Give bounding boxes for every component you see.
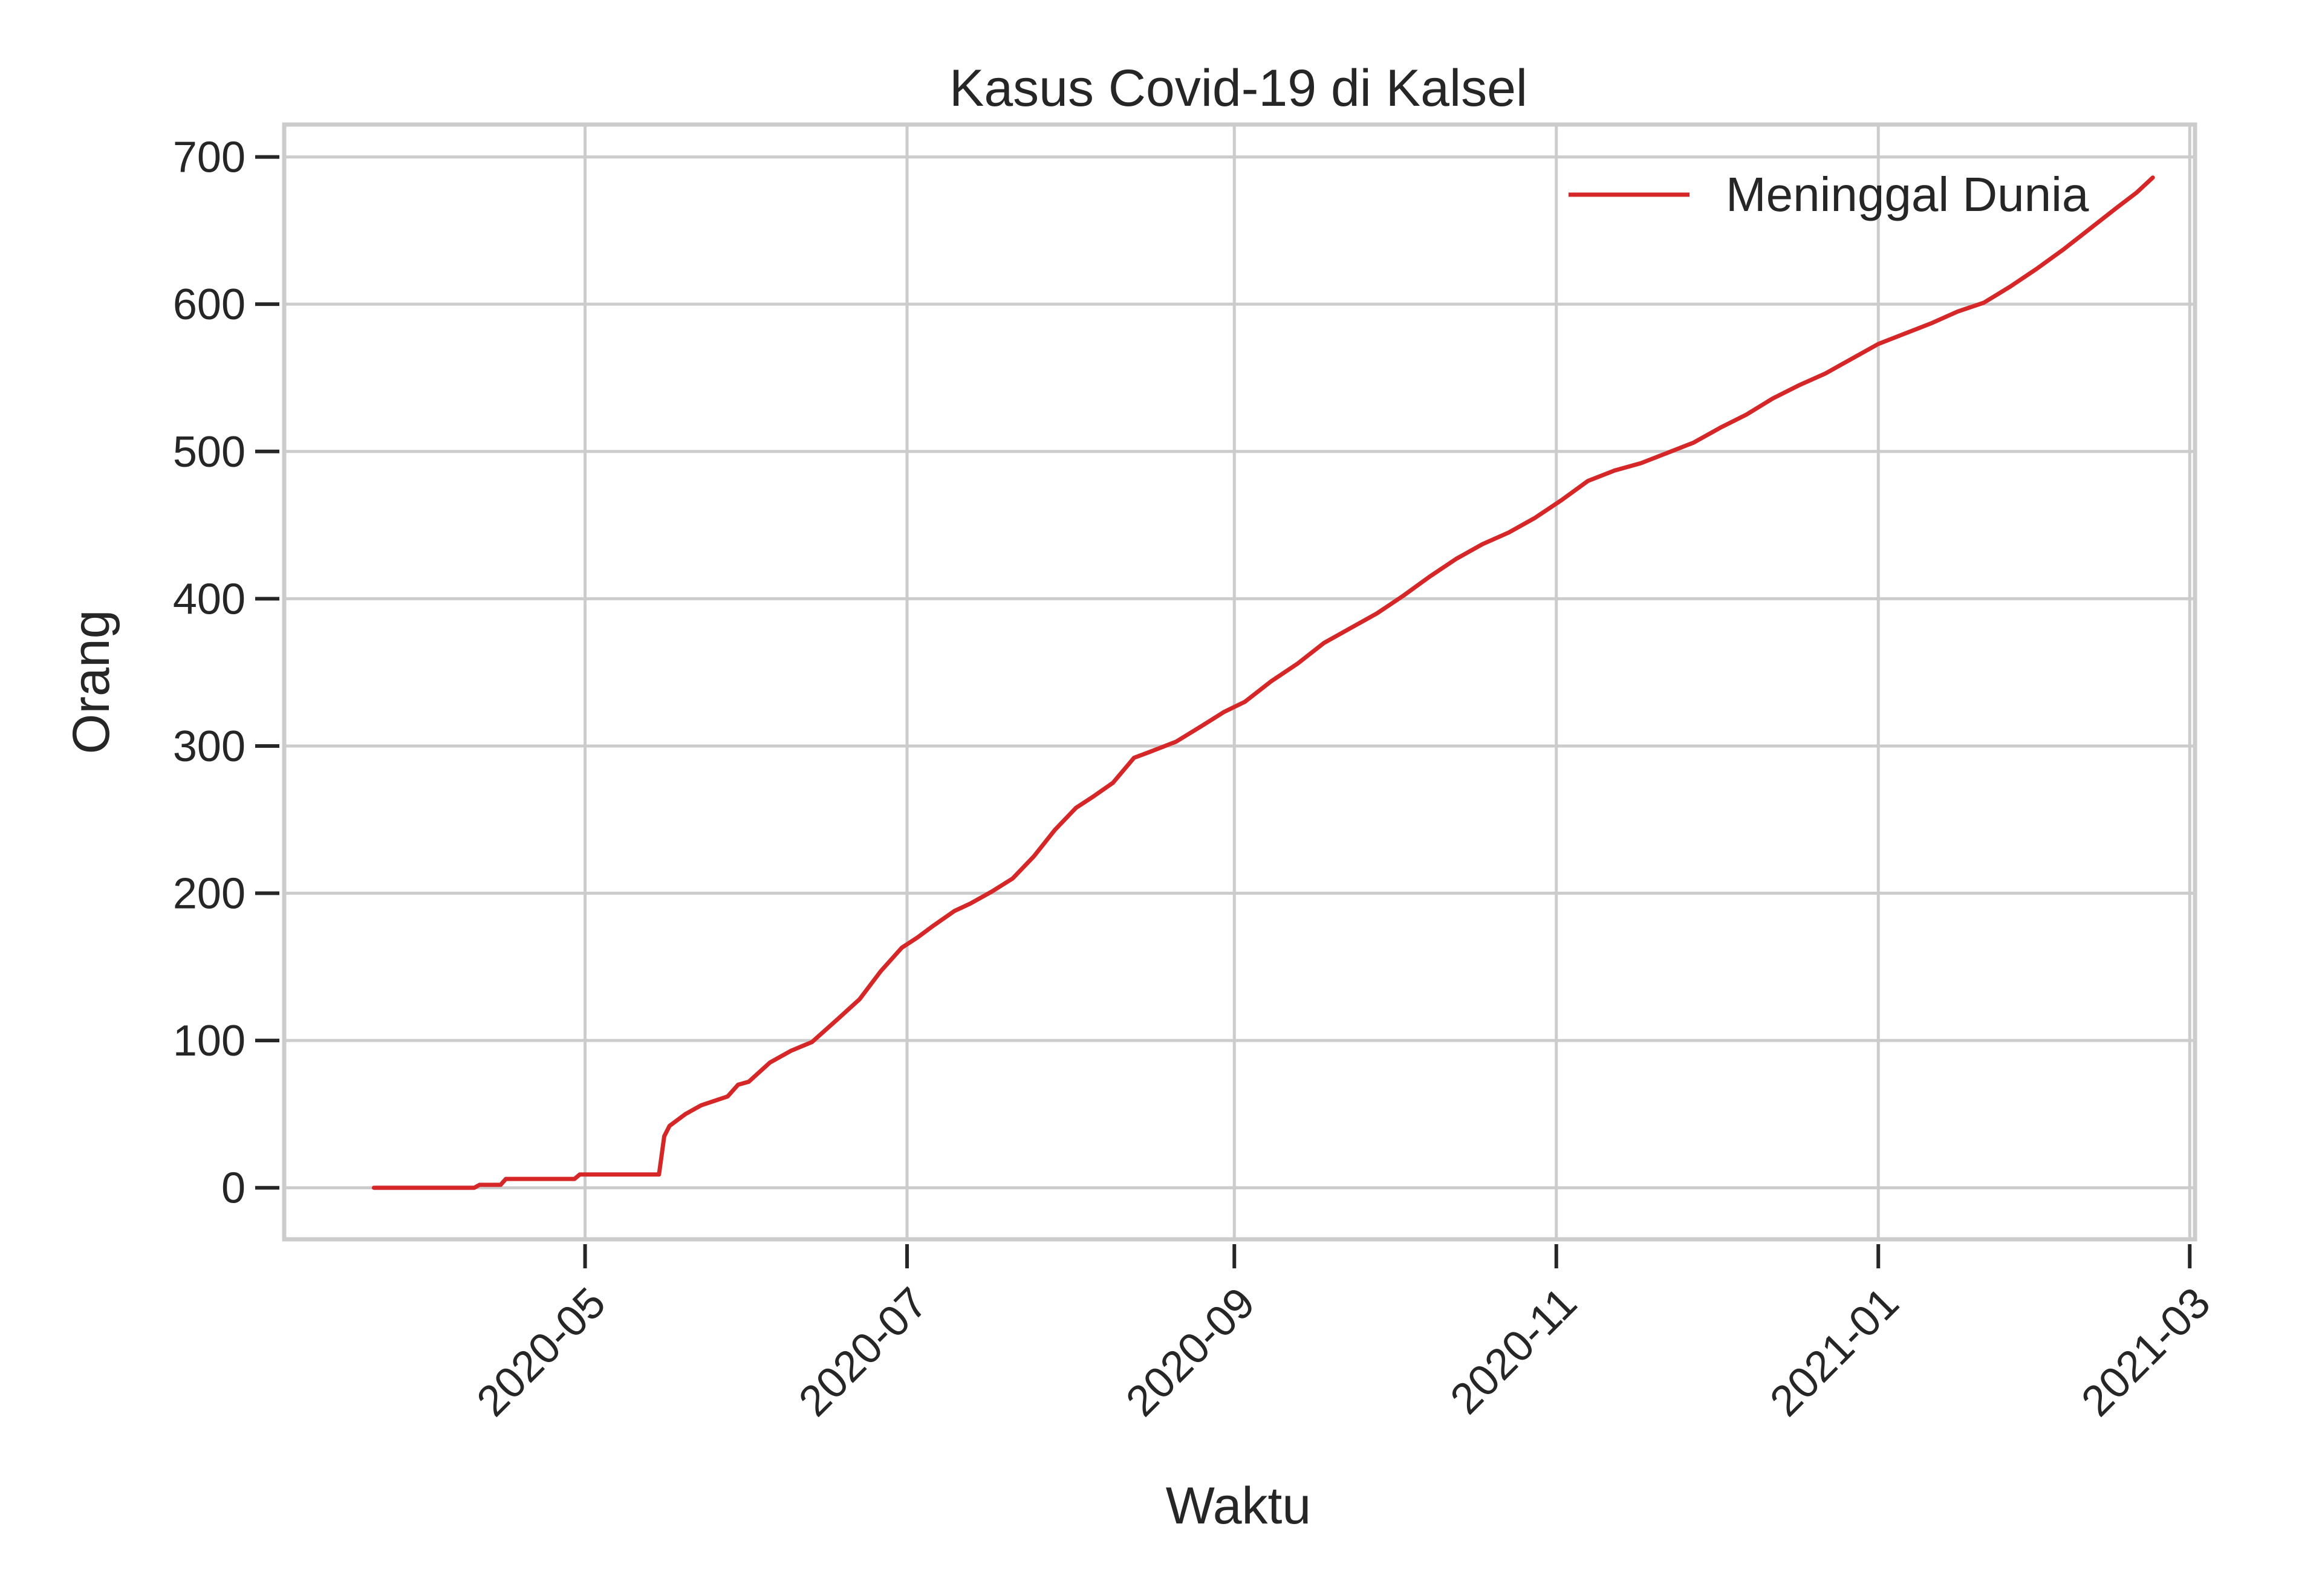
y-tick-label: 300 bbox=[173, 722, 246, 771]
x-tick-label: 2020-07 bbox=[790, 1279, 937, 1426]
x-axis-title: Waktu bbox=[1166, 1477, 1312, 1535]
legend-label: Meninggal Dunia bbox=[1726, 167, 2089, 221]
y-tick-label: 700 bbox=[173, 134, 246, 182]
chart-title: Kasus Covid-19 di Kalsel bbox=[949, 59, 1527, 117]
x-tick-label: 2020-09 bbox=[1117, 1279, 1264, 1426]
x-tick-label: 2020-05 bbox=[467, 1279, 614, 1426]
x-tick-label: 2021-03 bbox=[2072, 1279, 2219, 1426]
grid bbox=[284, 125, 2195, 1239]
x-tick-label: 2021-01 bbox=[1761, 1279, 1908, 1426]
y-tick-label: 100 bbox=[173, 1017, 246, 1065]
y-tick-label: 500 bbox=[173, 428, 246, 476]
y-axis-title: Orang bbox=[62, 609, 120, 754]
y-tick-label: 400 bbox=[173, 575, 246, 623]
plot-area bbox=[371, 175, 2155, 1190]
y-tick-label: 0 bbox=[221, 1164, 246, 1213]
series-line bbox=[371, 175, 2155, 1190]
x-tick-label: 2020-11 bbox=[1441, 1279, 1586, 1424]
y-tick-label: 200 bbox=[173, 870, 246, 918]
plot-frame bbox=[282, 122, 2197, 1242]
axis-ticks: 0 100 200 300 400 500 600 700 2020-05 2020-07 2020… bbox=[173, 134, 2220, 1426]
y-tick-label: 600 bbox=[173, 281, 246, 329]
legend: Meninggal Dunia bbox=[1569, 167, 2089, 221]
